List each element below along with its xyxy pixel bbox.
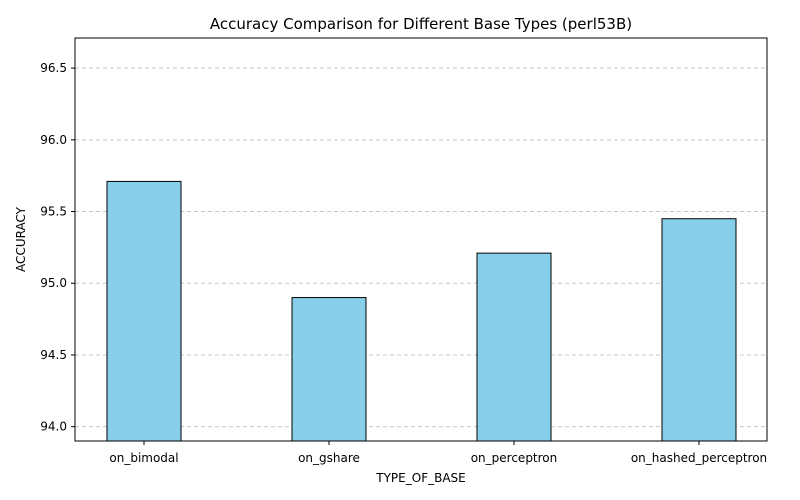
x-axis-title: TYPE_OF_BASE <box>375 471 465 485</box>
y-tick-label: 95.5 <box>40 205 67 219</box>
y-tick-label: 95.0 <box>40 276 67 290</box>
y-tick-label: 94.0 <box>40 420 67 434</box>
y-tick-label: 94.5 <box>40 348 67 362</box>
x-tick-label: on_perceptron <box>471 451 558 465</box>
bar-on-perceptron <box>476 252 552 442</box>
y-ticks: 94.0 94.5 95.0 95.5 96.0 96.5 <box>40 61 75 434</box>
x-tick-label: on_gshare <box>298 451 360 465</box>
bar-on-hashed-perceptron <box>661 218 737 442</box>
axes <box>74 37 768 442</box>
x-tick-label: on_bimodal <box>109 451 178 465</box>
y-tick-label: 96.0 <box>40 133 67 147</box>
plot-frame <box>74 37 768 442</box>
y-axis-title: ACCURACY <box>14 206 28 272</box>
bars <box>106 180 737 442</box>
bar-on-bimodal <box>106 180 182 442</box>
x-tick-label: on_hashed_perceptron <box>631 451 767 465</box>
bar-on-gshare <box>291 297 367 442</box>
x-ticks: on_bimodal on_gshare on_perceptron on_hashe… <box>109 441 767 465</box>
y-tick-label: 96.5 <box>40 61 67 75</box>
chart-title: Accuracy Comparison for Different Base T… <box>210 15 632 33</box>
gridlines <box>75 67 767 428</box>
